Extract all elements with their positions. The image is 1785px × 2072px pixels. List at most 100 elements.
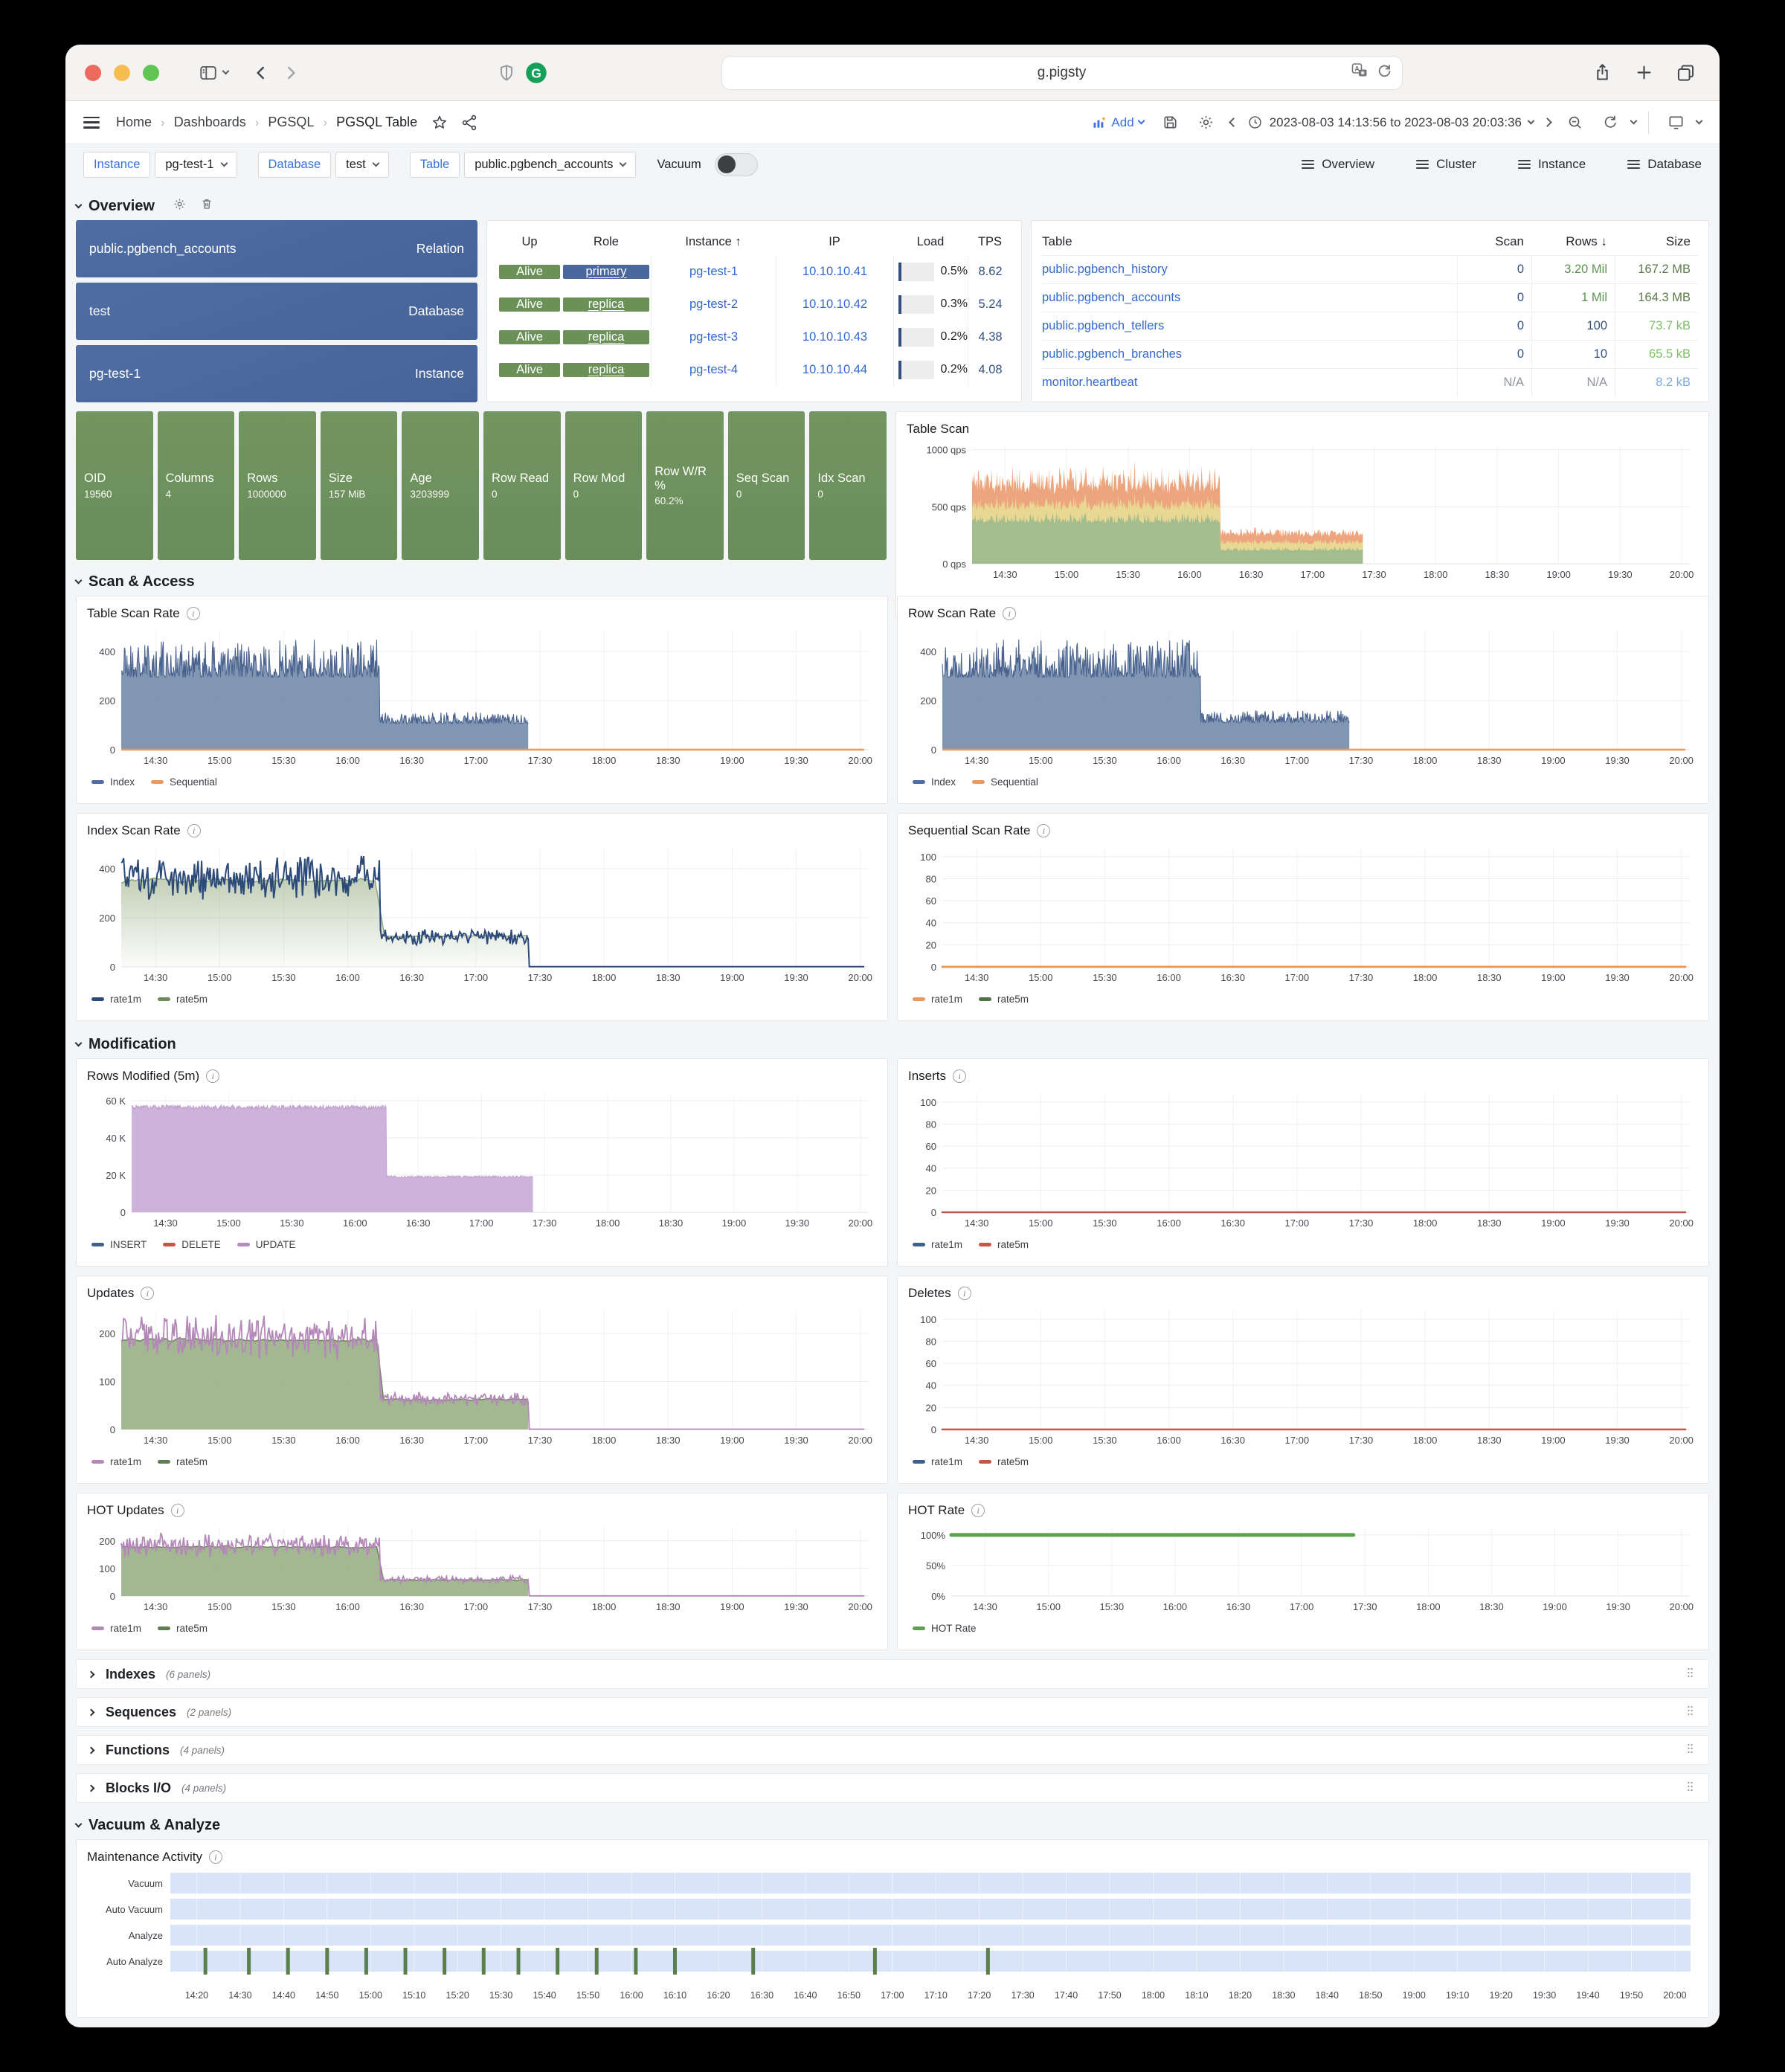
legend-item[interactable]: rate5m [979, 1239, 1029, 1250]
section-vacuum-analyze[interactable]: Vacuum & Analyze [74, 1811, 1709, 1839]
tps-value: 5.24 [978, 297, 1003, 311]
dashboard-settings-icon[interactable] [1191, 108, 1221, 138]
instance-link[interactable]: pg-test-3 [689, 329, 739, 344]
quick-link-instance[interactable]: Instance [1517, 157, 1586, 172]
quick-link-database[interactable]: Database [1627, 157, 1702, 172]
legend-item[interactable]: UPDATE [237, 1239, 296, 1250]
reload-icon[interactable] [1376, 62, 1393, 83]
ip-link[interactable]: 10.10.10.42 [802, 297, 868, 311]
instance-link[interactable]: pg-test-2 [689, 297, 739, 311]
url-bar[interactable]: g.pigsty A ✱ [721, 55, 1403, 90]
legend-item[interactable]: rate1m [91, 994, 141, 1005]
time-shift-forward-icon[interactable] [1543, 118, 1552, 127]
breadcrumb-home[interactable]: Home [116, 115, 152, 129]
table-link[interactable]: monitor.heartbeat [1042, 376, 1138, 389]
grammarly-extension-icon[interactable]: G [521, 58, 551, 88]
vacuum-toggle[interactable] [714, 152, 758, 176]
kiosk-mode-icon[interactable] [1661, 108, 1691, 138]
legend-item[interactable]: rate5m [158, 1456, 208, 1467]
role-badge[interactable]: replica [563, 329, 649, 344]
section-overview[interactable]: Overview [74, 192, 1709, 220]
svg-text:17:00: 17:00 [464, 1435, 489, 1446]
quick-link-overview[interactable]: Overview [1302, 157, 1374, 172]
role-badge[interactable]: primary [563, 264, 649, 279]
row-delete-trash-icon[interactable] [200, 197, 213, 215]
ip-link[interactable]: 10.10.10.41 [802, 264, 868, 278]
row-settings-gear-icon[interactable] [173, 197, 187, 215]
back-button[interactable] [246, 58, 276, 88]
legend-label: rate5m [997, 1238, 1029, 1250]
instance-filter-select[interactable]: pg-test-1 [155, 151, 237, 178]
legend-item[interactable]: rate5m [979, 1456, 1029, 1467]
legend-item[interactable]: rate5m [158, 994, 208, 1005]
share-dashboard-icon[interactable] [454, 108, 484, 138]
table-filter-select[interactable]: public.pgbench_accounts [464, 151, 637, 178]
add-button[interactable]: Add [1086, 115, 1149, 130]
legend-item[interactable]: Index [913, 776, 956, 788]
minimize-window-button[interactable] [114, 64, 130, 81]
collapsed-section-sequences[interactable]: Sequences (2 panels) [76, 1697, 1709, 1727]
instance-link[interactable]: pg-test-4 [689, 362, 739, 376]
translate-icon[interactable]: A ✱ [1351, 62, 1368, 83]
table-link[interactable]: public.pgbench_history [1042, 263, 1168, 276]
ip-link[interactable]: 10.10.10.43 [802, 329, 868, 344]
table-link[interactable]: public.pgbench_accounts [1042, 291, 1181, 304]
forward-button[interactable] [276, 58, 306, 88]
privacy-shield-icon[interactable] [492, 58, 521, 88]
drag-handle-icon[interactable] [1684, 1740, 1696, 1760]
info-icon: i [170, 1504, 184, 1517]
legend-item[interactable]: DELETE [163, 1239, 221, 1250]
svg-text:16:30: 16:30 [399, 755, 424, 766]
zoom-out-time-icon[interactable] [1560, 108, 1589, 138]
collapsed-section-blocks-i-o[interactable]: Blocks I/O (4 panels) [76, 1773, 1709, 1803]
collapsed-section-functions[interactable]: Functions (4 panels) [76, 1735, 1709, 1765]
legend-item[interactable]: Sequential [151, 776, 217, 788]
share-icon[interactable] [1587, 58, 1617, 88]
save-dashboard-icon[interactable] [1156, 108, 1186, 138]
drag-handle-icon[interactable] [1684, 1664, 1696, 1685]
legend-item[interactable]: rate1m [913, 1239, 962, 1250]
sidebar-chevron-icon[interactable] [222, 67, 230, 75]
table-link[interactable]: public.pgbench_tellers [1042, 319, 1165, 332]
drag-handle-icon[interactable] [1684, 1702, 1696, 1722]
instance-link[interactable]: pg-test-1 [689, 264, 739, 278]
legend-item[interactable]: Index [91, 776, 135, 788]
breadcrumb-dashboards[interactable]: Dashboards [173, 115, 246, 129]
sidebar-icon[interactable] [193, 58, 223, 88]
section-scan-access[interactable]: Scan & Access [74, 567, 1709, 596]
time-range-picker[interactable]: 2023-08-03 14:13:56 to 2023-08-03 20:03:… [1243, 115, 1538, 130]
overview-card-relation[interactable]: public.pgbench_accounts Relation [76, 220, 477, 277]
new-tab-icon[interactable] [1629, 58, 1659, 88]
time-shift-back-icon[interactable] [1228, 118, 1238, 127]
quick-link-cluster[interactable]: Cluster [1416, 157, 1476, 172]
legend-item[interactable]: rate5m [979, 994, 1029, 1005]
section-modification[interactable]: Modification [74, 1030, 1709, 1058]
legend-item[interactable]: Sequential [972, 776, 1038, 788]
collapsed-section-indexes[interactable]: Indexes (6 panels) [76, 1659, 1709, 1689]
overview-card-instance[interactable]: pg-test-1 Instance [76, 345, 477, 402]
role-badge[interactable]: replica [563, 362, 649, 377]
role-badge[interactable]: replica [563, 297, 649, 312]
ip-link[interactable]: 10.10.10.44 [802, 362, 868, 376]
legend-item[interactable]: rate1m [91, 1456, 141, 1467]
refresh-interval-chevron-icon[interactable] [1630, 117, 1638, 125]
legend-item[interactable]: rate5m [158, 1623, 208, 1634]
overview-card-database[interactable]: test Database [76, 283, 477, 340]
menu-icon[interactable] [83, 116, 100, 129]
legend-item[interactable]: rate1m [913, 994, 962, 1005]
legend-item[interactable]: rate1m [913, 1456, 962, 1467]
refresh-icon[interactable] [1595, 108, 1625, 138]
stat-label: OID [84, 472, 106, 486]
close-window-button[interactable] [85, 64, 101, 81]
database-filter-select[interactable]: test [335, 151, 389, 178]
legend-item[interactable]: rate1m [91, 1623, 141, 1634]
drag-handle-icon[interactable] [1684, 1778, 1696, 1798]
zoom-window-button[interactable] [143, 64, 159, 81]
legend-item[interactable]: HOT Rate [913, 1623, 977, 1634]
tab-overview-icon[interactable] [1670, 58, 1700, 88]
breadcrumb-pgsql[interactable]: PGSQL [268, 115, 315, 129]
legend-item[interactable]: INSERT [91, 1239, 147, 1250]
table-link[interactable]: public.pgbench_branches [1042, 347, 1183, 361]
favorite-star-icon[interactable] [425, 108, 454, 138]
kiosk-chevron-icon[interactable] [1695, 117, 1703, 125]
